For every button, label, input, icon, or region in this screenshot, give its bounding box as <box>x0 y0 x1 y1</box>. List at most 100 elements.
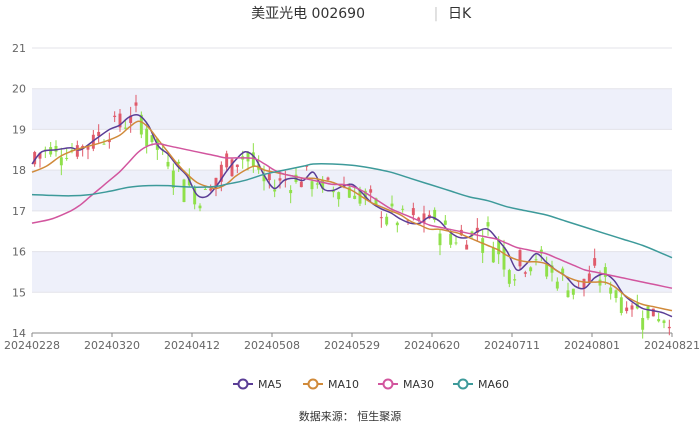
candle-body <box>33 152 37 165</box>
plot-band <box>32 251 672 293</box>
candle-body <box>582 278 586 289</box>
x-tick-label: 20240412 <box>164 339 220 352</box>
legend-marker-icon <box>382 378 394 390</box>
candle-body <box>545 264 549 277</box>
candle-body <box>331 190 335 193</box>
legend-item-ma30[interactable]: MA30 <box>378 378 434 391</box>
y-tick-label: 19 <box>12 123 26 136</box>
candle-body <box>182 179 186 203</box>
period-label: 日K <box>448 6 472 22</box>
candle-body <box>230 159 234 177</box>
candle-body <box>225 153 229 168</box>
y-tick-label: 17 <box>12 205 26 218</box>
candle-body <box>571 288 575 295</box>
ma-line-ma30 <box>31 142 673 289</box>
candle-body <box>438 233 442 246</box>
candle-body <box>337 192 341 200</box>
candle-body <box>667 326 671 329</box>
candle-body <box>385 216 389 225</box>
candle-body <box>171 170 175 188</box>
candle-body <box>433 209 437 221</box>
candle-body <box>262 173 266 182</box>
x-tick-label: 20240320 <box>84 339 140 352</box>
candle-body <box>214 177 218 189</box>
x-tick-label: 20240801 <box>564 339 620 352</box>
x-axis: 20240228 20240320 20240412 20240508 20240529… <box>4 332 700 352</box>
candle-body <box>38 152 42 159</box>
candle-body <box>513 279 517 281</box>
y-tick-label: 15 <box>12 286 26 299</box>
candle-body <box>65 157 69 159</box>
candle-body <box>177 161 181 164</box>
candle-body <box>566 290 570 298</box>
candle-body <box>353 195 357 199</box>
candle-body <box>555 281 559 289</box>
candle-body <box>523 272 527 274</box>
candle-body <box>651 308 655 317</box>
candle-body <box>646 306 650 319</box>
legend-marker-icon <box>457 378 469 390</box>
candle-body <box>625 307 629 312</box>
legend-item-ma10[interactable]: MA10 <box>303 378 359 391</box>
candle-body <box>299 181 303 188</box>
candle-body <box>539 249 543 254</box>
candle-body <box>193 188 197 205</box>
candle-body <box>369 189 373 193</box>
candle-body <box>497 239 501 255</box>
candle-body <box>315 183 319 185</box>
candle-body <box>113 115 117 118</box>
candle-body <box>422 213 426 224</box>
candle-body <box>502 246 506 270</box>
candle-body <box>465 244 469 250</box>
legend-label: MA30 <box>403 378 434 391</box>
candle-body <box>411 208 415 216</box>
candle-body <box>561 268 565 274</box>
candle-body <box>139 114 143 135</box>
y-tick-label: 18 <box>12 164 26 177</box>
candle-body <box>534 259 538 261</box>
y-tick-label: 20 <box>12 83 26 96</box>
candle-body <box>609 287 613 294</box>
candle-body <box>481 238 485 253</box>
candle-body <box>54 145 58 152</box>
candle-body <box>630 305 634 310</box>
candle-body <box>641 317 645 330</box>
legend-item-ma60[interactable]: MA60 <box>453 378 509 391</box>
candle-body <box>150 135 154 142</box>
candle-body <box>347 187 351 198</box>
candle-body <box>657 319 661 322</box>
candle-body <box>529 267 533 272</box>
candle-body <box>662 320 666 324</box>
candle-body <box>358 190 362 204</box>
candle-body <box>166 161 170 167</box>
candle-body <box>289 190 293 194</box>
candle-body <box>321 179 325 189</box>
ma-lines <box>31 113 673 318</box>
candle-body <box>459 229 463 236</box>
candle-body <box>310 181 314 190</box>
candle-body <box>507 270 511 284</box>
stock-title: 美亚光电 002690 <box>251 6 365 22</box>
data-source: 数据来源： 恒生聚源 <box>299 409 402 423</box>
ma-line-ma5 <box>31 113 673 318</box>
candle-body <box>598 279 602 286</box>
ma-line-ma10 <box>31 120 673 312</box>
candle-body <box>123 127 127 129</box>
candle-body <box>443 220 447 225</box>
candle-body <box>417 217 421 221</box>
legend-marker-icon <box>307 378 319 390</box>
x-tick-label: 20240620 <box>404 339 460 352</box>
candle-body <box>86 146 90 150</box>
candles <box>33 94 671 339</box>
candle-body <box>587 273 591 284</box>
candle-body <box>614 290 618 298</box>
legend-item-ma5[interactable]: MA5 <box>233 378 282 391</box>
candle-body <box>619 297 623 313</box>
candle-body <box>454 242 458 244</box>
candle-body <box>603 267 607 277</box>
candle-body <box>486 222 490 227</box>
candle-body <box>363 190 367 199</box>
legend[interactable]: MA5 MA10 MA30 MA60 <box>233 378 509 391</box>
candle-body <box>401 208 405 210</box>
